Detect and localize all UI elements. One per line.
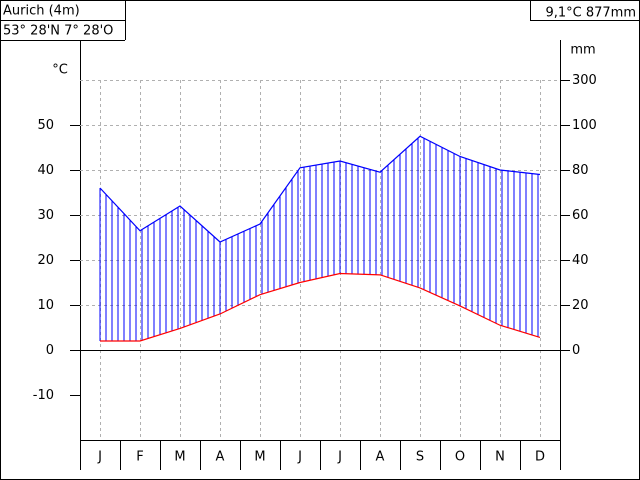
month-label: D bbox=[535, 450, 545, 465]
precipitation-line bbox=[99, 135, 541, 243]
y-tick-label: 20 bbox=[37, 253, 54, 268]
y2-tick-label: 40 bbox=[572, 253, 589, 268]
y-tick-label: 0 bbox=[46, 343, 54, 358]
y-tick-label: 30 bbox=[37, 208, 54, 223]
y2-tick-label: 100 bbox=[572, 118, 597, 133]
month-label: N bbox=[495, 450, 505, 465]
y2-tick-label: 300 bbox=[572, 73, 597, 88]
month-label: A bbox=[376, 450, 385, 465]
coordinates: 53° 28'N 7° 28'O bbox=[3, 24, 113, 39]
y2-tick-label: 0 bbox=[572, 343, 580, 358]
y2-axis-label: mm bbox=[570, 43, 595, 58]
y-tick-label: 50 bbox=[37, 118, 54, 133]
month-label: J bbox=[297, 450, 302, 465]
y2-tick-label: 20 bbox=[572, 298, 589, 313]
station: Aurich (4m) bbox=[3, 4, 80, 19]
month-label: S bbox=[416, 450, 424, 465]
y-axis-label: °C bbox=[52, 63, 68, 78]
y-tick-label: -10 bbox=[33, 388, 54, 403]
month-label: M bbox=[174, 450, 185, 465]
month-label: O bbox=[455, 450, 465, 465]
month-label: J bbox=[337, 450, 342, 465]
y2-tick-label: 80 bbox=[572, 163, 589, 178]
month-label: A bbox=[216, 450, 225, 465]
month-label: M bbox=[254, 450, 265, 465]
temperature-line bbox=[100, 272, 541, 342]
y-tick-label: 40 bbox=[37, 163, 54, 178]
summary: 9,1°C 877mm bbox=[545, 6, 636, 21]
month-label: J bbox=[97, 450, 102, 465]
y2-tick-label: 60 bbox=[572, 208, 589, 223]
y-tick-label: 10 bbox=[37, 298, 54, 313]
month-label: F bbox=[136, 450, 143, 465]
